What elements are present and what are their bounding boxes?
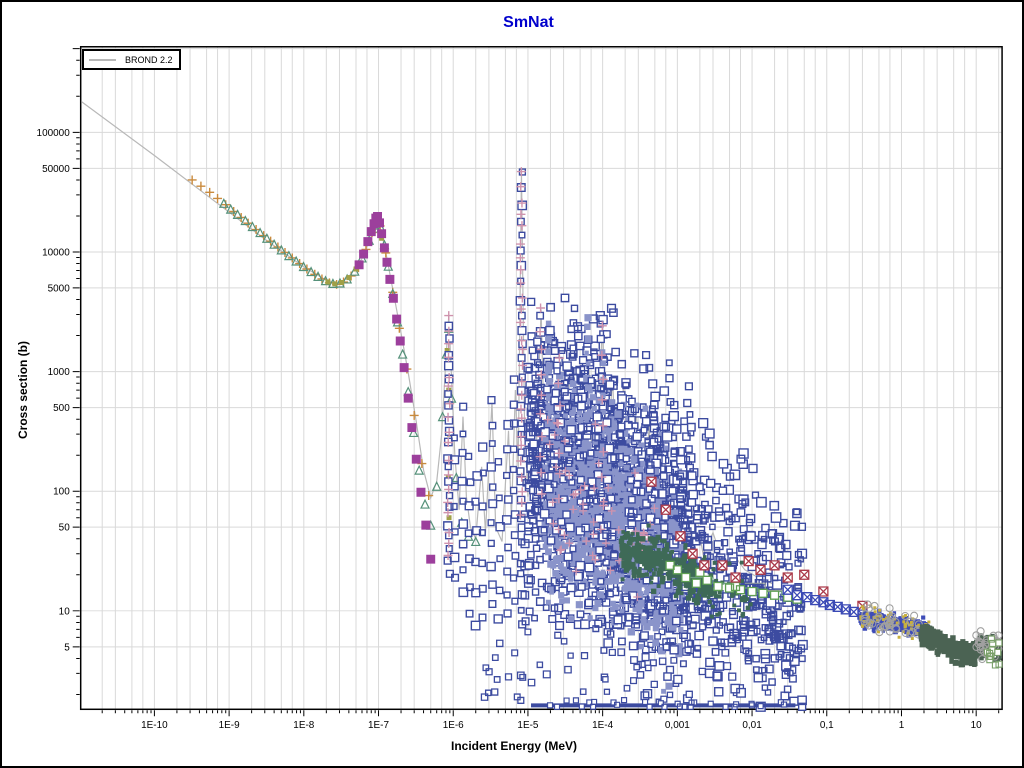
axis-ticks bbox=[72, 48, 1000, 717]
x-tick-label: 1E-8 bbox=[293, 720, 314, 731]
x-tick-label: 1E-5 bbox=[517, 720, 538, 731]
series-pink-columns bbox=[443, 167, 608, 560]
x-tick-label: 1E-4 bbox=[592, 720, 613, 731]
series-green-open-squares bbox=[665, 560, 802, 604]
x-tick-label: 10 bbox=[971, 720, 983, 731]
y-tick-label: 100000 bbox=[37, 128, 71, 139]
series-exp-green-triangles bbox=[218, 198, 481, 547]
series-band-squares bbox=[546, 697, 788, 710]
legend-label: BROND 2.2 bbox=[125, 54, 173, 65]
x-axis-title: Incident Energy (MeV) bbox=[450, 739, 578, 753]
y-tick-label: 5 bbox=[64, 642, 70, 653]
y-tick-label: 10000 bbox=[42, 247, 70, 258]
y-tick-label: 50 bbox=[59, 523, 71, 534]
legend[interactable]: BROND 2.2 bbox=[82, 49, 181, 70]
plot-title: SmNat bbox=[503, 14, 554, 31]
series-green-tail-squares bbox=[983, 635, 1003, 669]
x-tick-label: 1E-6 bbox=[443, 720, 464, 731]
series-red-x-squares-x bbox=[646, 476, 868, 611]
y-tick-label: 1000 bbox=[48, 367, 71, 378]
y-tick-label: 100 bbox=[53, 487, 70, 498]
x-tick-label: 1E-10 bbox=[141, 720, 168, 731]
y-axis-title: Cross section (b) bbox=[16, 340, 30, 440]
legend-line-sample bbox=[89, 58, 116, 61]
series-green-steps bbox=[690, 576, 805, 596]
y-tick-label: 50000 bbox=[42, 164, 70, 175]
series-fast-yellow-specks bbox=[859, 604, 931, 641]
x-tick-label: 1 bbox=[899, 720, 905, 731]
y-tick-label: 500 bbox=[53, 403, 70, 414]
x-tick-label: 0,001 bbox=[665, 720, 690, 731]
y-tick-label: 10 bbox=[59, 606, 71, 617]
x-tick-label: 0,01 bbox=[742, 720, 762, 731]
x-tick-label: 1E-9 bbox=[219, 720, 240, 731]
series-navy-sprinkle-top bbox=[528, 302, 697, 685]
series-exp-purple-squares bbox=[354, 212, 436, 564]
x-tick-label: 1E-7 bbox=[368, 720, 389, 731]
plot-frame bbox=[79, 46, 1003, 711]
y-tick-label: 5000 bbox=[48, 283, 71, 294]
x-tick-label: 0,1 bbox=[820, 720, 834, 731]
series-navy-low-singles bbox=[480, 628, 797, 704]
